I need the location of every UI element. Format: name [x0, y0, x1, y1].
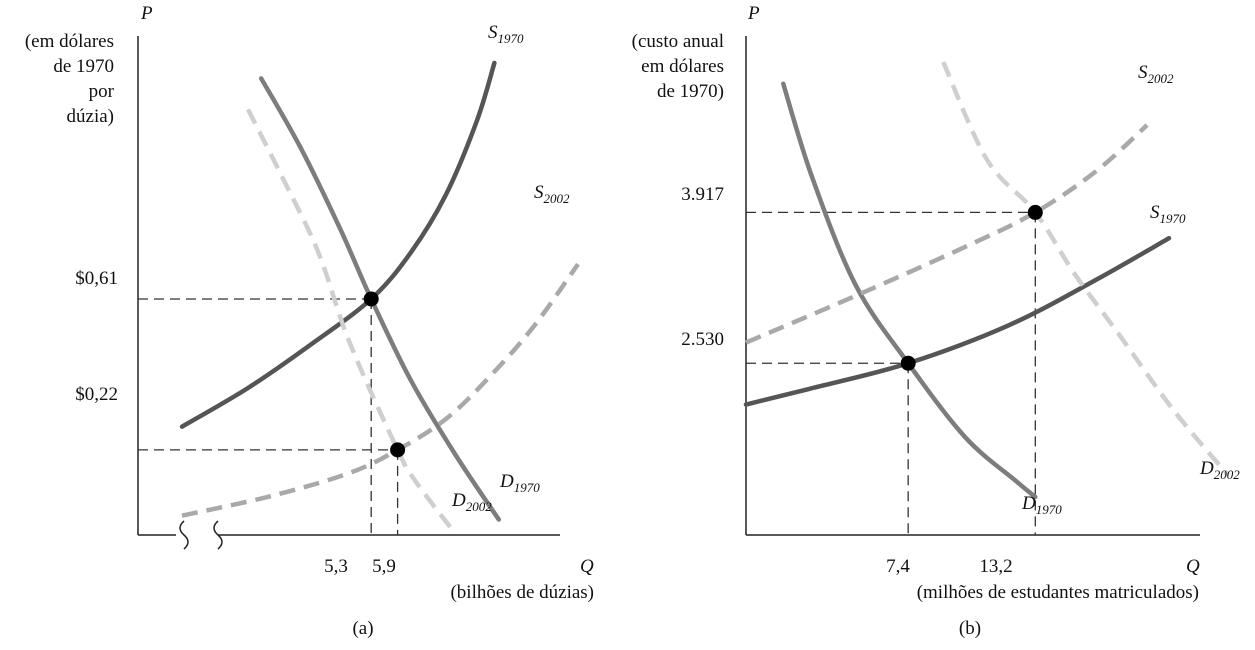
series-label-d2002-b: D2002: [1199, 458, 1240, 482]
panel-a-y-label: (em dólares de 1970 por dúzia): [25, 31, 115, 127]
panel-a-y-label-line: por: [89, 81, 115, 102]
panel-b-y-label-line: de 1970): [657, 81, 724, 102]
panel-b-x-tick: 13,2: [979, 556, 1012, 577]
series-label-d1970-a: D1970: [499, 471, 540, 495]
equilibrium-point-b-1970: [900, 355, 916, 371]
panel-b-y-tick: 2.530: [681, 329, 724, 350]
panel-b-plot-area: [743, 61, 1230, 535]
panel-a-y-label-line: de 1970: [53, 56, 114, 77]
series-label-s1970-a: S1970: [488, 22, 524, 46]
series-label-s1970-b: S1970: [1150, 202, 1186, 226]
panel-a: P Q (em dólares de 1970 por dúzia) (bilh…: [25, 3, 594, 639]
panel-b-y-tick: 3.917: [681, 184, 724, 205]
panel-a-y-tick: $0,61: [75, 268, 118, 289]
panel-a-plot-area: [138, 60, 580, 535]
panel-a-y-label-line: (em dólares: [25, 31, 114, 52]
panel-b-y-label: (custo anual em dólares de 1970): [632, 31, 724, 102]
panel-a-x-label: (bilhões de dúzias): [450, 582, 594, 603]
curve-d1970-a: [258, 76, 502, 522]
panel-a-y-label-line: dúzia): [67, 106, 114, 127]
equilibrium-point-a-1970: [363, 291, 379, 307]
series-label-s2002-a: S2002: [534, 182, 570, 206]
panel-a-axis-break-icon: [176, 520, 223, 550]
curve-s1970-a: [179, 60, 497, 429]
curve-s1970-b: [743, 235, 1172, 407]
series-label-d1970-b: D1970: [1021, 493, 1062, 517]
panel-b-panel-label: (b): [959, 618, 981, 639]
curve-s2002-b: [745, 123, 1149, 345]
panel-b-x-tick: 7,4: [886, 556, 910, 577]
panel-b-y-label-line: (custo anual: [632, 31, 724, 52]
curve-d2002-a: [245, 108, 453, 529]
panel-a-x-tick: 5,9: [372, 556, 396, 577]
panel-b: P Q (custo anual em dólares de 1970) (mi…: [632, 3, 1241, 639]
panel-a-x-symbol: Q: [580, 556, 594, 577]
curve-d2002-b: [941, 61, 1230, 477]
panel-b-y-label-line: em dólares: [641, 56, 724, 77]
curve-s2002-a: [181, 262, 580, 518]
panel-a-y-tick: $0,22: [75, 384, 118, 405]
series-label-s2002-b: S2002: [1138, 62, 1174, 86]
equilibrium-point-a-2002: [390, 442, 406, 458]
panel-b-x-symbol: Q: [1186, 556, 1200, 577]
curve-d1970-b: [781, 81, 1038, 500]
series-label-d2002-a: D2002: [451, 490, 492, 514]
equilibrium-point-b-2002: [1027, 204, 1043, 220]
panel-a-x-tick: 5,3: [324, 556, 348, 577]
panel-b-x-label: (milhões de estudantes matriculados): [917, 582, 1199, 603]
panel-b-y-symbol: P: [747, 3, 760, 24]
panel-a-panel-label: (a): [352, 618, 373, 639]
panel-a-y-symbol: P: [140, 3, 153, 24]
